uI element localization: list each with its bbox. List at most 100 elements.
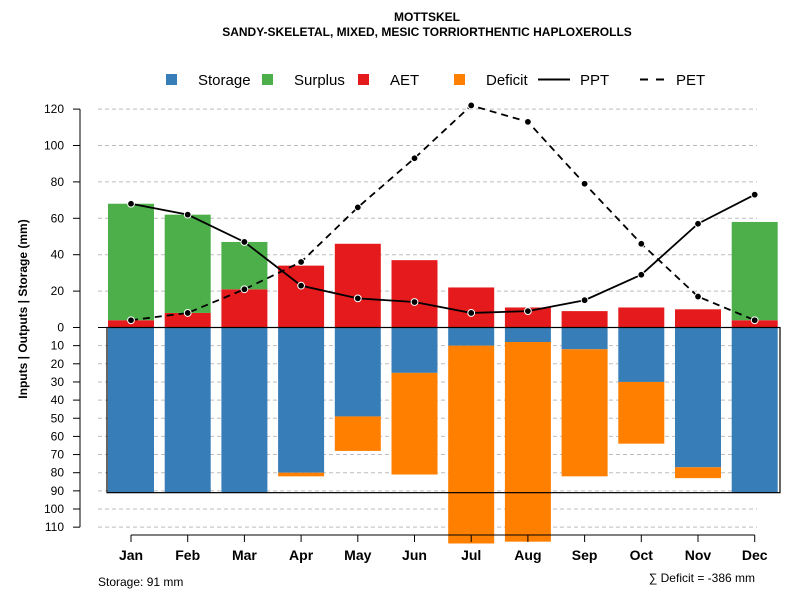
bar-deficit-apr <box>278 472 325 477</box>
pet-point <box>524 117 532 126</box>
bar-storage-sep <box>561 327 608 350</box>
legend-swatch-surplus <box>262 74 273 85</box>
bar-aet-may <box>334 243 381 328</box>
bar-aet-aug <box>504 307 551 328</box>
y-tick-label: 40 <box>51 248 65 262</box>
x-tick-label: Apr <box>289 547 314 563</box>
bar-aet-sep <box>561 311 608 328</box>
legend-label-aet: AET <box>390 72 419 89</box>
x-tick-label: Jul <box>461 547 481 563</box>
bar-deficit-jun <box>391 372 438 475</box>
ppt-point <box>694 219 702 228</box>
bar-aet-nov <box>675 309 721 328</box>
bar-storage-dec <box>731 327 778 493</box>
x-tick-label: Feb <box>175 547 200 563</box>
pet-point <box>183 309 192 317</box>
pet-point <box>750 316 759 325</box>
legend-item-deficit: Deficit <box>454 72 529 89</box>
y-tick-label: 50 <box>51 411 65 425</box>
bar-aet-mar <box>221 289 268 328</box>
y-tick-label: 40 <box>51 393 65 407</box>
y-tick-label: 70 <box>51 448 65 462</box>
pet-point <box>694 292 702 301</box>
pet-point <box>410 154 419 163</box>
ppt-point <box>297 281 306 290</box>
x-tick-label: Oct <box>630 547 654 563</box>
legend-label-pet: PET <box>676 72 705 89</box>
bar-storage-may <box>334 327 381 417</box>
lines <box>127 101 759 325</box>
bar-storage-nov <box>675 327 721 468</box>
legend-swatch-deficit <box>454 74 465 85</box>
bar-deficit-jul <box>448 345 495 544</box>
bar-storage-mar <box>221 327 268 493</box>
ppt-point <box>524 307 532 316</box>
bar-aet-oct <box>618 307 665 328</box>
legend-item-storage: Storage <box>166 72 251 89</box>
y-tick-label: 60 <box>51 429 65 443</box>
y-tick-label: 90 <box>51 484 65 498</box>
legend-item-aet: AET <box>358 72 419 89</box>
x-tick-label: Nov <box>685 547 712 563</box>
bar-deficit-sep <box>561 349 608 477</box>
y-tick-label: 30 <box>51 375 65 389</box>
legend-item-ppt: PPT <box>538 72 609 89</box>
ppt-point <box>637 270 646 279</box>
y-axis-label: Inputs | Outputs | Storage (mm) <box>16 219 30 398</box>
legend-swatch-aet <box>358 74 369 85</box>
ppt-point <box>353 294 362 303</box>
axes: 0 20 40 60 80 100 120 10 20 30 40 50 60 70 80 90 100 110 J… <box>44 102 780 563</box>
ppt-point <box>183 210 192 219</box>
bar-aet-feb <box>164 312 211 328</box>
x-tick-label: Jun <box>402 547 427 563</box>
y-tick-label: 80 <box>51 175 65 189</box>
pet-point <box>297 258 306 266</box>
bar-aet-jul <box>448 287 495 328</box>
bar-deficit-may <box>334 416 381 451</box>
ppt-point <box>580 296 589 305</box>
pet-point <box>127 316 135 325</box>
x-tick-label: Aug <box>514 547 541 563</box>
ppt-point <box>240 238 249 246</box>
pet-point <box>467 101 476 110</box>
bars <box>108 203 778 544</box>
ppt-point <box>410 298 419 306</box>
bar-storage-jul <box>448 327 495 346</box>
bar-storage-jun <box>391 327 438 373</box>
bar-aet-jun <box>391 260 438 328</box>
y-tick-label: 120 <box>44 102 64 116</box>
y-tick-label: 20 <box>51 357 65 371</box>
bar-aet-apr <box>278 265 325 328</box>
bar-storage-aug <box>504 327 551 343</box>
ppt-point <box>127 199 135 208</box>
legend-label-storage: Storage <box>198 72 251 89</box>
legend-label-surplus: Surplus <box>294 72 345 89</box>
legend: Storage Surplus AET Deficit PPT PET <box>166 72 705 89</box>
pet-point <box>637 239 646 248</box>
bar-surplus-dec <box>731 221 778 321</box>
bar-storage-feb <box>164 327 211 493</box>
bar-surplus-feb <box>164 214 211 313</box>
pet-point <box>240 285 249 294</box>
x-tick-label: May <box>344 547 371 563</box>
x-tick-label: Dec <box>742 547 768 563</box>
bar-deficit-nov <box>675 467 721 479</box>
chart-title: MOTTSKEL <box>394 10 460 24</box>
bar-deficit-aug <box>504 342 551 542</box>
pet-point <box>580 179 589 188</box>
legend-swatch-storage <box>166 74 177 85</box>
y-tick-label: 80 <box>51 466 65 480</box>
bar-storage-jan <box>108 327 154 493</box>
bar-storage-oct <box>618 327 665 382</box>
ppt-point <box>750 190 759 199</box>
pet-point <box>353 203 362 212</box>
legend-item-pet: PET <box>640 72 705 89</box>
y-tick-label: 10 <box>51 339 65 353</box>
footer-deficit: ∑ Deficit = -386 mm <box>649 571 755 585</box>
y-tick-label: 60 <box>51 211 65 225</box>
ppt-point <box>467 309 476 317</box>
x-tick-label: Mar <box>232 547 257 563</box>
y-tick-label: 0 <box>57 321 64 335</box>
bar-deficit-oct <box>618 381 665 444</box>
